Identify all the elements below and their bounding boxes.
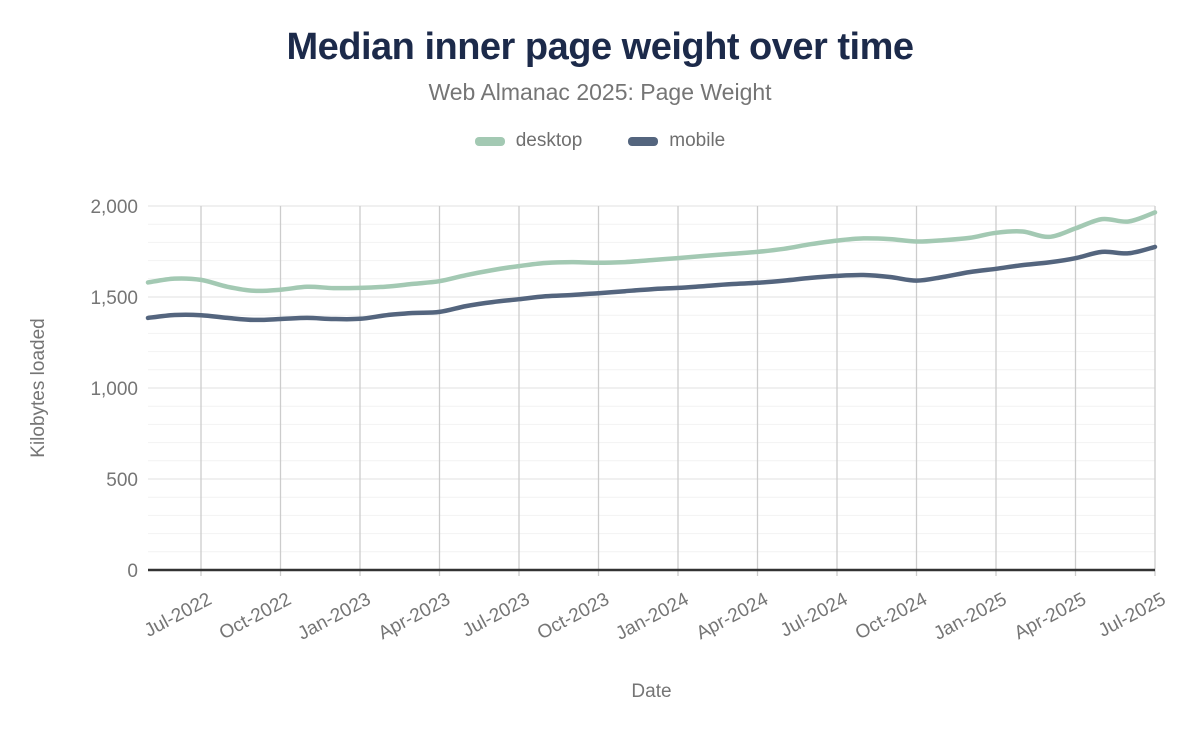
desktop-series-line <box>145 210 1158 294</box>
desktop-series-swatch-icon <box>474 136 505 146</box>
y-tick-label: 2,000 <box>90 197 138 218</box>
x-tick-label: Apr-2023 <box>375 589 454 644</box>
x-tick-label: Apr-2024 <box>693 589 772 644</box>
legend-item-desktop: desktop <box>474 130 583 152</box>
chart-header: Median inner page weight over time Web A… <box>0 0 1200 152</box>
x-tick-label: Oct-2023 <box>534 589 613 644</box>
x-tick-label: Apr-2025 <box>1011 589 1090 644</box>
x-tick-label: Oct-2022 <box>216 589 295 644</box>
vertical-gridlines <box>200 206 1156 576</box>
x-tick-label: Jul-2025 <box>1095 589 1169 642</box>
y-tick-label: 500 <box>106 470 138 491</box>
chart-legend: desktop mobile <box>0 130 1200 152</box>
chart-title: Median inner page weight over time <box>286 26 914 68</box>
y-tick-label: 0 <box>127 561 138 582</box>
mobile-series-swatch-icon <box>628 136 659 146</box>
chart-subtitle: Web Almanac 2025: Page Weight <box>428 79 772 105</box>
x-axis-tick-labels: Jul-2022 Oct-2022 Jan-2023 Apr-2023 Jul-2023… <box>141 589 1169 645</box>
legend-item-mobile: mobile <box>628 130 725 152</box>
legend-label-desktop: desktop <box>515 130 583 151</box>
x-tick-label: Jan-2024 <box>613 589 693 645</box>
y-axis-title: Kilobytes loaded <box>28 318 49 457</box>
x-tick-label: Jul-2024 <box>777 589 852 642</box>
x-tick-label: Jan-2025 <box>931 589 1011 645</box>
x-tick-label: Oct-2024 <box>852 589 931 644</box>
horizontal-major-gridlines <box>148 205 1155 480</box>
x-tick-label: Jan-2023 <box>295 589 375 645</box>
mobile-series-line <box>145 244 1158 323</box>
x-tick-label: Jul-2022 <box>141 589 215 642</box>
y-tick-label: 1,500 <box>90 288 138 309</box>
y-tick-label: 1,000 <box>90 379 138 400</box>
x-axis-title: Date <box>631 681 671 702</box>
x-tick-label: Jul-2023 <box>459 589 533 642</box>
legend-label-mobile: mobile <box>669 130 726 151</box>
y-axis-tick-labels: 0 500 1,000 1,500 2,000 <box>90 197 138 582</box>
